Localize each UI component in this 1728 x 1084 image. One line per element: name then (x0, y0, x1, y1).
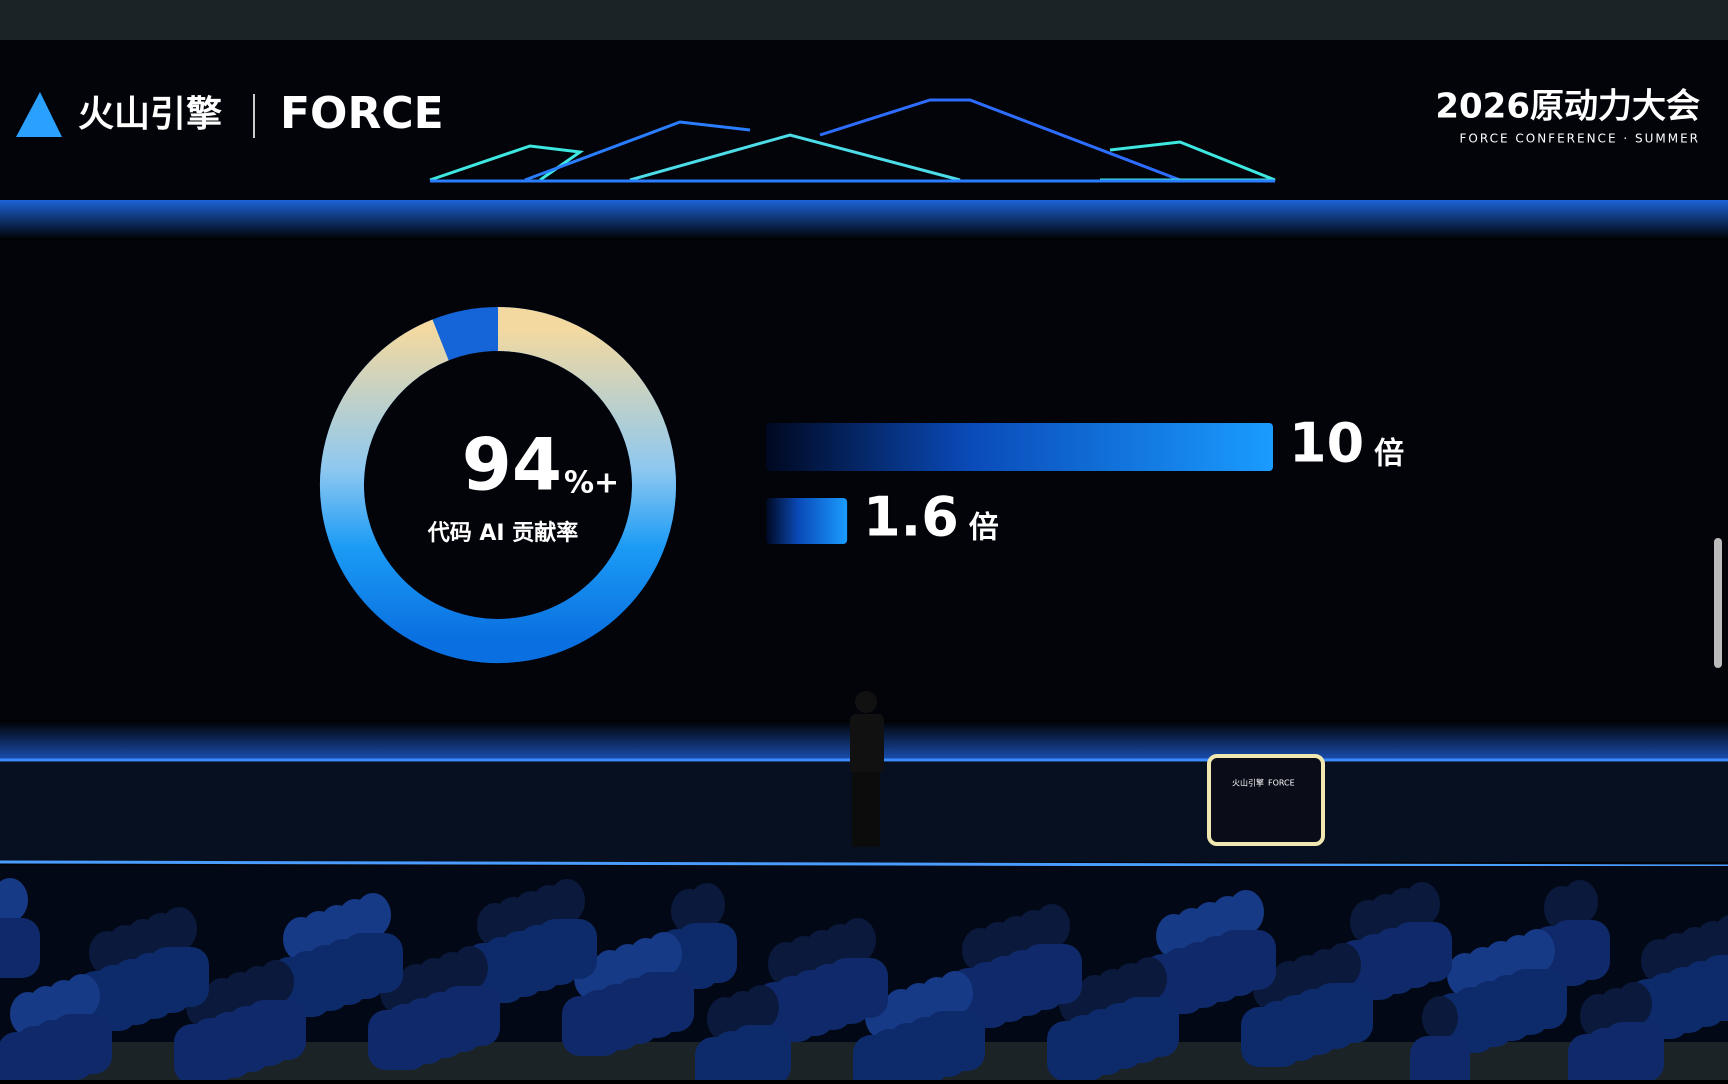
speaker (850, 691, 884, 847)
audience-head (743, 985, 779, 1029)
audience-body (246, 1000, 306, 1060)
audience-head (1562, 880, 1598, 924)
audience-head (452, 946, 488, 990)
audience-head (258, 960, 294, 1004)
audience-head (937, 971, 973, 1015)
audience-head (161, 907, 197, 951)
audience-body (828, 958, 888, 1018)
event-subtitle: FORCE CONFERENCE · SUMMER (1460, 132, 1700, 146)
stage-front (0, 860, 1728, 868)
screen-top-glow (0, 200, 1728, 240)
audience-body (343, 933, 403, 993)
audience-head (1422, 996, 1458, 1040)
audience-body (149, 947, 209, 1007)
bar (766, 423, 1273, 471)
audience-body (1392, 922, 1452, 982)
audience-body (1410, 1036, 1470, 1084)
audience-head (1034, 904, 1070, 948)
audience-body (1550, 920, 1610, 980)
audience-body (537, 919, 597, 979)
podium-product: FORCE (1268, 779, 1295, 788)
podium (1207, 754, 1325, 846)
audience-head (1228, 890, 1264, 934)
audience-head (1713, 915, 1728, 959)
audience-head (1404, 882, 1440, 926)
brand: 火山引擎 (78, 94, 222, 135)
logo-icon (16, 92, 62, 137)
audience-head (1616, 982, 1652, 1026)
audience-body (677, 923, 737, 983)
audience (0, 878, 1728, 1084)
audience-body (731, 1025, 791, 1084)
donut-caption: 代码 AI 贡献率 (427, 520, 579, 546)
bar-value: 1.6 (863, 486, 959, 549)
audience-body (0, 918, 40, 978)
audience-body (1313, 983, 1373, 1043)
event-title: 2026原动力大会 (1435, 87, 1700, 127)
audience-head (1519, 929, 1555, 973)
audience-head (689, 883, 725, 927)
audience-body (1022, 944, 1082, 1004)
audience-head (549, 879, 585, 923)
audience-head (355, 893, 391, 937)
audience-body (925, 1011, 985, 1071)
bar-unit: 倍 (969, 511, 999, 546)
audience-head (64, 974, 100, 1018)
bar-value: 10 (1289, 412, 1364, 475)
donut-arc (320, 307, 676, 663)
donut-value: 94 (462, 423, 562, 507)
audience-body (634, 972, 694, 1032)
scrollbar (1714, 538, 1722, 668)
audience-body (1604, 1022, 1664, 1082)
top-bar (0, 0, 1728, 40)
donut-suffix: %+ (564, 466, 619, 501)
audience-head (1325, 943, 1361, 987)
audience-body (1507, 969, 1567, 1029)
audience-body (440, 986, 500, 1046)
audience-head (0, 878, 28, 922)
audience-head (646, 932, 682, 976)
audience-head (840, 918, 876, 962)
bar-unit: 倍 (1374, 437, 1404, 472)
audience-body (1216, 930, 1276, 990)
podium-brand: 火山引擎 (1232, 778, 1264, 788)
bar (766, 498, 848, 544)
audience-body (1119, 997, 1179, 1057)
mountains (429, 98, 1276, 183)
audience-head (1131, 957, 1167, 1001)
audience-body (1701, 955, 1728, 1015)
product: FORCE (280, 88, 444, 139)
audience-body (52, 1014, 112, 1074)
